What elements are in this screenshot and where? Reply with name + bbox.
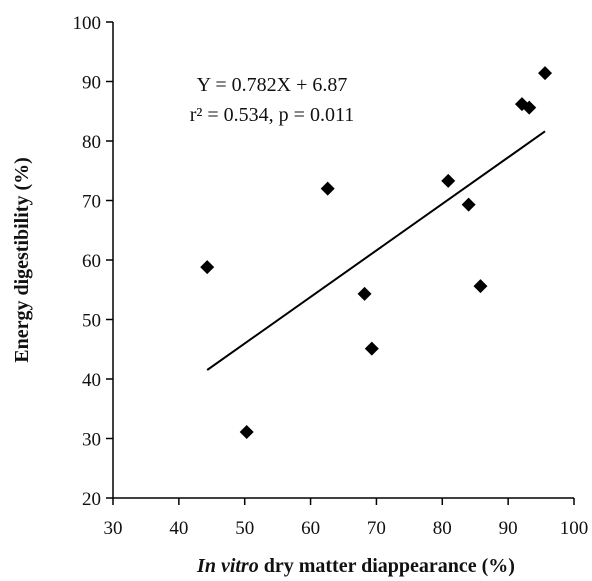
x-tick-label: 50 [235, 518, 254, 539]
y-tick-label: 80 [82, 132, 101, 153]
data-point [538, 66, 553, 81]
data-point [441, 173, 456, 188]
data-point [473, 279, 488, 294]
data-point [320, 181, 335, 196]
data-point [364, 341, 379, 356]
data-point [522, 100, 537, 115]
x-ticks: 30 40 50 60 70 80 90 100 [104, 498, 589, 539]
data-point [239, 424, 254, 439]
y-tick-label: 40 [82, 370, 101, 391]
y-ticks: 20 30 40 50 60 70 80 90 100 [73, 13, 113, 510]
regression-stats: r² = 0.534, p = 0.011 [190, 104, 354, 126]
regression-equation: Y = 0.782X + 6.87 [197, 74, 348, 96]
x-tick-label: 100 [560, 518, 589, 539]
y-tick-label: 60 [82, 251, 101, 272]
data-point [357, 286, 372, 301]
data-point [200, 260, 215, 275]
x-axis-title-italic: In vitro [196, 555, 259, 577]
x-tick-label: 80 [433, 518, 452, 539]
y-axis-title: Energy digestibility (%) [11, 157, 33, 363]
y-tick-label: 70 [82, 192, 101, 213]
y-tick-label: 30 [82, 430, 101, 451]
x-tick-label: 30 [104, 518, 123, 539]
x-tick-label: 40 [169, 518, 188, 539]
trendline [206, 130, 546, 371]
x-tick-label: 90 [499, 518, 518, 539]
y-tick-label: 20 [82, 489, 101, 510]
y-tick-label: 50 [82, 311, 101, 332]
y-tick-label: 90 [82, 73, 101, 94]
y-tick-label: 100 [73, 13, 102, 34]
data-points [200, 66, 553, 439]
trendline-group [206, 130, 546, 371]
x-tick-label: 60 [301, 518, 320, 539]
x-tick-label: 70 [367, 518, 386, 539]
data-point [461, 197, 476, 212]
x-axis-title-rest: dry matter diappearance (%) [259, 555, 515, 577]
x-axis-title: In vitro dry matter diappearance (%) [196, 555, 515, 577]
